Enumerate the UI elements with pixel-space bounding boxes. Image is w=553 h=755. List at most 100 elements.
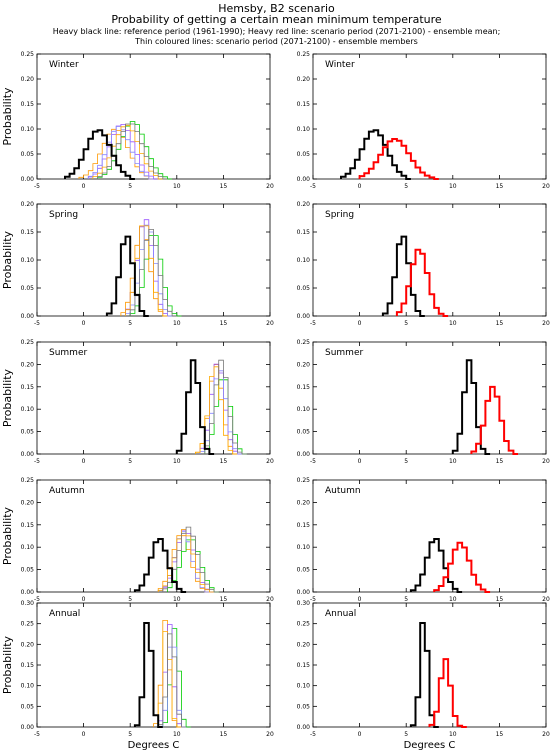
x-tick-label: -5 [34, 320, 40, 327]
y-tick-label: 0.00 [21, 451, 35, 458]
x-tick-label: -5 [310, 596, 316, 603]
x-tick-label: -5 [310, 458, 316, 465]
y-tick-label: 0.20 [297, 641, 311, 648]
ensemble-mean-series-line [433, 541, 491, 593]
y-tick-label: 0.15 [297, 229, 311, 236]
reference-series-line [133, 538, 187, 593]
x-tick-label: 0 [358, 731, 362, 738]
x-tick-label: 5 [404, 320, 408, 327]
member-series-line [195, 364, 238, 455]
y-tick-label: 0.20 [297, 201, 311, 208]
x-tick-label: 10 [449, 458, 457, 465]
y-tick-label: 0.00 [21, 589, 35, 596]
member-series-line [129, 235, 182, 317]
panel-spring-ensemble-mean: 0.00 0.05 0.10 0.15 0.20 -5 0 5 10 15 20 Spring [297, 201, 550, 327]
y-tick-label: 0.15 [297, 522, 311, 529]
panel-autumn-ensemble-mean: 0.00 0.05 0.10 0.15 0.20 0.25 -5 0 5 10 15 20 Autumn [297, 477, 550, 603]
season-label: Winter [49, 60, 79, 70]
y-tick-label: 0.00 [21, 313, 35, 320]
x-tick-label: 5 [404, 183, 408, 190]
chart-title: Hemsby, B2 scenario [218, 2, 335, 15]
member-series-line [204, 359, 247, 455]
y-axis-label: Probability [1, 87, 14, 146]
y-tick-label: 0.00 [297, 176, 311, 183]
x-tick-label: 20 [266, 458, 274, 465]
member-series-line [157, 535, 210, 593]
x-tick-label: 15 [496, 731, 504, 738]
x-tick-label: 5 [128, 320, 132, 327]
reference-series-line [340, 129, 411, 180]
x-tick-label: 20 [542, 183, 550, 190]
member-series-line [125, 224, 173, 317]
x-tick-label: 15 [220, 183, 228, 190]
y-tick-label: 0.25 [297, 477, 311, 484]
x-tick-label: 5 [404, 731, 408, 738]
x-tick-label: 20 [266, 183, 274, 190]
y-axis-label: Probability [1, 506, 14, 565]
x-tick-label: 10 [449, 731, 457, 738]
panel-spring-members: 0.00 0.05 0.10 0.15 0.20 -5 0 5 10 15 20 Spring Prob… [1, 201, 274, 327]
x-tick-label: 0 [358, 183, 362, 190]
y-tick-label: 0.10 [297, 257, 311, 264]
x-tick-label: 10 [449, 596, 457, 603]
x-tick-label: 5 [128, 731, 132, 738]
x-tick-label: 10 [173, 183, 181, 190]
x-tick-label: 20 [542, 458, 550, 465]
member-series-line [167, 539, 219, 593]
y-axis-label: Probability [1, 635, 14, 694]
y-tick-label: 0.05 [297, 285, 311, 292]
panel-annual-members: 0.00 0.05 0.10 0.15 0.20 0.25 0.30 -5 0 5 10 15 20 An… [1, 600, 274, 738]
y-tick-label: 0.00 [21, 176, 35, 183]
x-tick-label: 15 [496, 183, 504, 190]
x-tick-label: -5 [34, 596, 40, 603]
y-tick-label: 0.05 [297, 703, 311, 710]
x-tick-label: 10 [173, 458, 181, 465]
y-tick-label: 0.25 [297, 621, 311, 628]
x-tick-label: 10 [173, 596, 181, 603]
member-series-line [87, 124, 159, 180]
y-tick-label: 0.25 [297, 51, 311, 58]
season-label: Winter [325, 60, 355, 70]
reference-series-line [381, 235, 425, 317]
x-tick-label: 0 [82, 320, 86, 327]
x-tick-label: -5 [34, 458, 40, 465]
panel-winter-members: 0.00 0.05 0.10 0.15 0.20 0.25 -5 0 5 10 15 20 Winter… [1, 51, 274, 190]
reference-series-line [133, 622, 163, 728]
x-tick-label: 5 [404, 458, 408, 465]
y-tick-label: 0.25 [21, 621, 35, 628]
ensemble-mean-series-line [470, 385, 518, 455]
member-series-line [157, 631, 182, 728]
reference-series-line [175, 359, 215, 455]
x-axis-label: Degrees C [404, 740, 456, 751]
y-tick-label: 0.10 [297, 683, 311, 690]
y-tick-label: 0.10 [21, 126, 35, 133]
x-tick-label: 20 [542, 320, 550, 327]
y-tick-label: 0.05 [297, 151, 311, 158]
y-tick-label: 0.10 [21, 544, 35, 551]
plot-frame [312, 479, 547, 593]
y-tick-label: 0.05 [21, 703, 35, 710]
y-tick-label: 0.15 [21, 662, 35, 669]
panel-summer-ensemble-mean: 0.00 0.05 0.10 0.15 0.20 0.25 -5 0 5 10 15 20 Summer [297, 339, 550, 465]
x-tick-label: 20 [266, 320, 274, 327]
x-tick-label: 5 [128, 183, 132, 190]
season-label: Summer [49, 348, 87, 358]
x-tick-label: -5 [310, 731, 316, 738]
x-tick-label: 15 [220, 731, 228, 738]
x-tick-label: 0 [82, 731, 86, 738]
y-tick-label: 0.00 [297, 589, 311, 596]
y-tick-label: 0.15 [21, 101, 35, 108]
plot-frame [312, 53, 547, 180]
member-series-line [162, 628, 191, 728]
reference-series-line [409, 538, 463, 593]
member-series-line [199, 370, 242, 455]
y-tick-label: 0.15 [297, 101, 311, 108]
y-tick-label: 0.30 [21, 600, 35, 607]
y-tick-label: 0.25 [21, 339, 35, 346]
y-tick-label: 0.25 [297, 339, 311, 346]
ensemble-mean-series-line [358, 138, 439, 180]
y-tick-label: 0.20 [21, 641, 35, 648]
panel-autumn-members: 0.00 0.05 0.10 0.15 0.20 0.25 -5 0 5 10 15 20 Autumn… [1, 477, 274, 603]
x-tick-label: 5 [128, 596, 132, 603]
